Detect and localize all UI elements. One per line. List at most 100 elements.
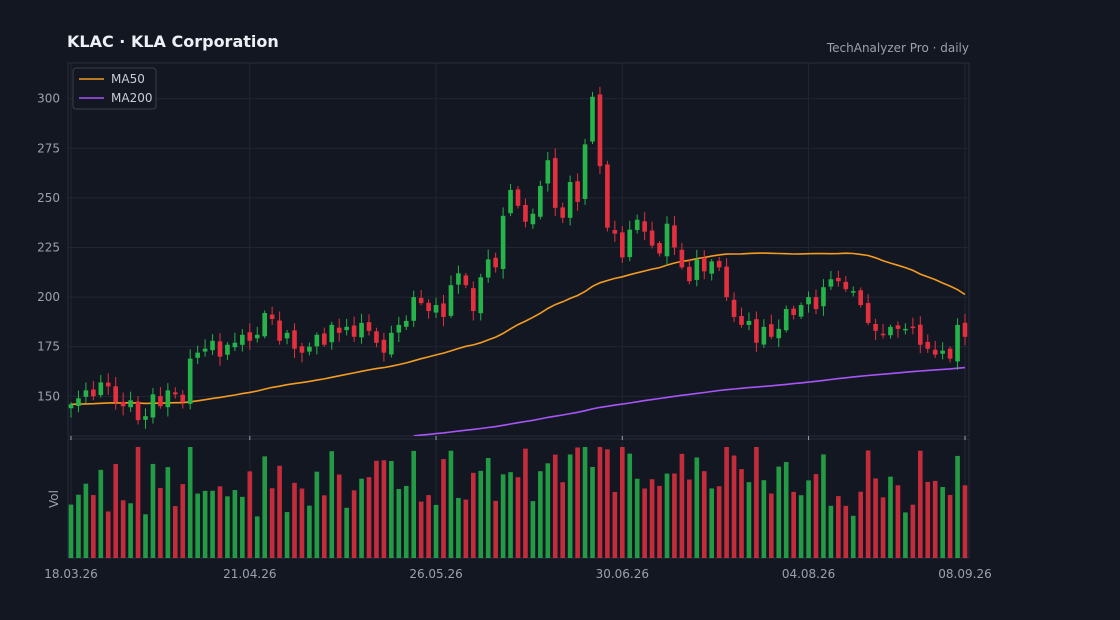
volume-bar xyxy=(754,447,759,558)
candle-body xyxy=(426,302,431,312)
candle xyxy=(925,334,931,353)
candle xyxy=(314,332,320,355)
candle-body xyxy=(649,230,655,246)
volume-bar xyxy=(672,473,677,558)
volume-bar xyxy=(389,460,394,558)
volume-bar xyxy=(314,471,320,558)
chart-title: KLAC · KLA Corporation xyxy=(67,32,279,51)
candle-body xyxy=(500,215,506,269)
y-tick-label: 250 xyxy=(37,191,60,205)
data-source-label: TechAnalyzer Pro · daily xyxy=(826,41,969,55)
candle xyxy=(739,307,744,328)
candle xyxy=(120,392,126,416)
candle-body xyxy=(98,382,104,396)
candle-body xyxy=(485,259,491,278)
volume-bar xyxy=(865,450,871,558)
candle-body xyxy=(791,308,796,315)
volume-bar xyxy=(165,467,171,558)
candle xyxy=(962,313,968,346)
candle xyxy=(940,342,945,360)
candle xyxy=(225,342,230,360)
candle-body xyxy=(478,277,484,314)
volume-bar xyxy=(932,480,938,558)
candle xyxy=(754,311,759,352)
candle-body xyxy=(292,330,297,349)
volume-bar xyxy=(329,451,335,558)
volume-bar xyxy=(426,495,431,558)
candle xyxy=(582,138,588,205)
candle xyxy=(850,286,856,297)
volume-bar xyxy=(143,514,148,558)
candle-body xyxy=(83,390,89,397)
candle-body xyxy=(284,332,290,339)
volume-bar xyxy=(903,512,908,558)
volume-bar xyxy=(135,447,141,558)
candle xyxy=(657,241,662,257)
candle xyxy=(783,305,789,333)
volume-bar xyxy=(240,496,245,558)
candle-body xyxy=(731,299,737,317)
volume-bar xyxy=(850,515,856,558)
volume-bar xyxy=(530,501,536,558)
volume-bar xyxy=(858,491,864,558)
candle-body xyxy=(843,281,849,290)
volume-bar xyxy=(456,497,461,558)
candle xyxy=(709,259,715,281)
candle xyxy=(351,316,357,342)
volume-bar xyxy=(403,485,409,558)
candle-body xyxy=(448,285,454,316)
volume-bar xyxy=(776,466,782,558)
volume-bar xyxy=(910,504,916,558)
volume-bar xyxy=(694,457,700,558)
candle xyxy=(590,91,595,145)
volume-bar xyxy=(575,447,580,558)
candle xyxy=(366,314,372,336)
ma50-line xyxy=(70,252,966,406)
y-tick-label: 300 xyxy=(37,92,60,106)
candle xyxy=(463,272,469,289)
candle xyxy=(932,340,938,358)
volume-bar xyxy=(679,453,685,558)
volume-bar xyxy=(128,503,133,558)
volume-bar xyxy=(493,500,498,558)
candle xyxy=(791,305,796,320)
candle-body xyxy=(172,392,178,395)
volume-bar xyxy=(396,488,402,558)
candle xyxy=(448,275,454,319)
volume-bar xyxy=(716,486,722,558)
volume-bars xyxy=(68,447,968,558)
volume-bar xyxy=(597,447,603,558)
candle-body xyxy=(381,339,387,353)
volume-bar xyxy=(254,516,260,558)
candle-body xyxy=(627,229,633,258)
candle-body xyxy=(277,320,282,341)
volume-bar xyxy=(821,454,826,558)
volume-bar xyxy=(612,491,618,558)
candle xyxy=(716,256,722,272)
candle-body xyxy=(195,352,200,358)
candle-body xyxy=(836,277,841,282)
candle-body xyxy=(217,341,223,357)
volume-bar xyxy=(709,488,715,558)
candle xyxy=(605,160,610,232)
y-tick-label: 150 xyxy=(37,389,60,403)
candle xyxy=(910,317,916,335)
volume-axis-label: Vol xyxy=(47,490,61,508)
volume-bar xyxy=(105,511,111,558)
candle-body xyxy=(240,334,245,345)
volume-bar xyxy=(187,447,193,558)
candle xyxy=(381,332,387,362)
candle xyxy=(508,183,513,217)
candle-body xyxy=(359,322,364,338)
volume-bar xyxy=(158,487,163,558)
y-tick-label: 200 xyxy=(37,290,60,304)
volume-bar xyxy=(687,479,692,558)
volume-bar xyxy=(433,504,439,558)
candle-body xyxy=(768,324,774,337)
candle xyxy=(880,323,886,339)
volume-bar xyxy=(98,469,104,558)
candle xyxy=(612,220,618,242)
candle-body xyxy=(865,303,871,323)
volume-bar xyxy=(657,485,662,558)
volume-bar xyxy=(359,478,364,558)
